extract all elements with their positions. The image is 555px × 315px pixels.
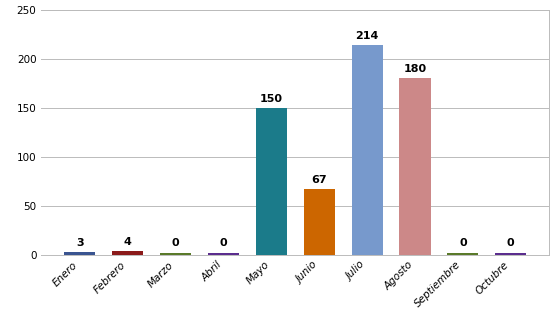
Bar bbox=[400, 78, 431, 255]
Text: 150: 150 bbox=[260, 94, 283, 104]
Text: 180: 180 bbox=[403, 64, 427, 74]
Text: 3: 3 bbox=[76, 238, 84, 248]
Text: 0: 0 bbox=[172, 238, 179, 248]
Bar bbox=[495, 253, 526, 255]
Bar bbox=[160, 253, 191, 255]
Bar bbox=[64, 252, 95, 255]
Bar bbox=[208, 253, 239, 255]
Text: 67: 67 bbox=[311, 175, 327, 185]
Text: 4: 4 bbox=[124, 237, 132, 247]
Bar bbox=[352, 45, 383, 255]
Text: 0: 0 bbox=[220, 238, 228, 248]
Bar bbox=[304, 189, 335, 255]
Bar bbox=[447, 253, 478, 255]
Bar bbox=[256, 108, 287, 255]
Bar bbox=[112, 251, 143, 255]
Text: 0: 0 bbox=[507, 238, 514, 248]
Text: 0: 0 bbox=[459, 238, 467, 248]
Text: 214: 214 bbox=[356, 31, 379, 41]
